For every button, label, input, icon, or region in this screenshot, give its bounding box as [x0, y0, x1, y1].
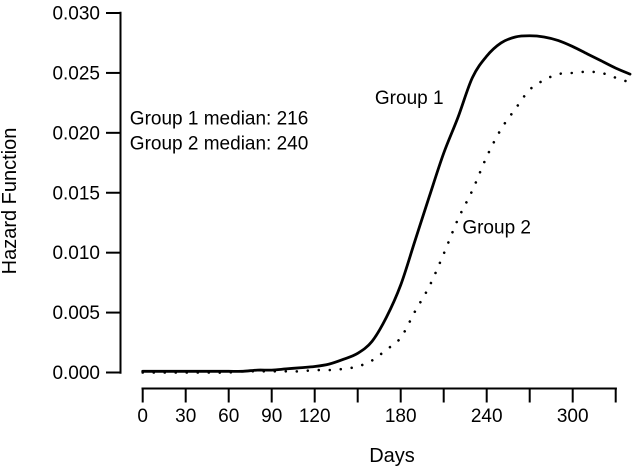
y-tick-label: 0.015 — [52, 183, 100, 204]
y-axis-title: Hazard Function — [0, 128, 21, 275]
group2-curve-label: Group 2 — [462, 217, 531, 238]
x-axis-title: Days — [369, 445, 415, 467]
y-tick-label: 0.010 — [52, 243, 100, 264]
x-tick-label: 180 — [385, 406, 417, 427]
x-tick-label: 90 — [261, 406, 282, 427]
x-tick-label: 60 — [218, 406, 239, 427]
x-tick-label: 300 — [557, 406, 589, 427]
y-tick-label: 0.000 — [52, 363, 100, 384]
group2-median-annotation: Group 2 median: 240 — [130, 134, 309, 155]
y-tick-label: 0.020 — [52, 123, 100, 144]
group1-curve-label: Group 1 — [375, 88, 444, 109]
y-tick-label: 0.030 — [52, 4, 100, 25]
group1-median-annotation: Group 1 median: 216 — [130, 108, 309, 129]
x-tick-label: 0 — [137, 406, 148, 427]
x-tick-label: 120 — [299, 406, 331, 427]
x-tick-label: 240 — [471, 406, 503, 427]
x-axis: 0 30 60 90 120 180 240 300 — [137, 387, 617, 427]
y-axis: 0.000 0.005 0.010 0.015 0.020 0.025 0.030 — [52, 4, 122, 384]
y-tick-label: 0.005 — [52, 303, 100, 324]
group1-hazard-curve — [141, 34, 632, 373]
x-tick-label: 30 — [175, 406, 196, 427]
y-tick-label: 0.025 — [52, 63, 100, 84]
